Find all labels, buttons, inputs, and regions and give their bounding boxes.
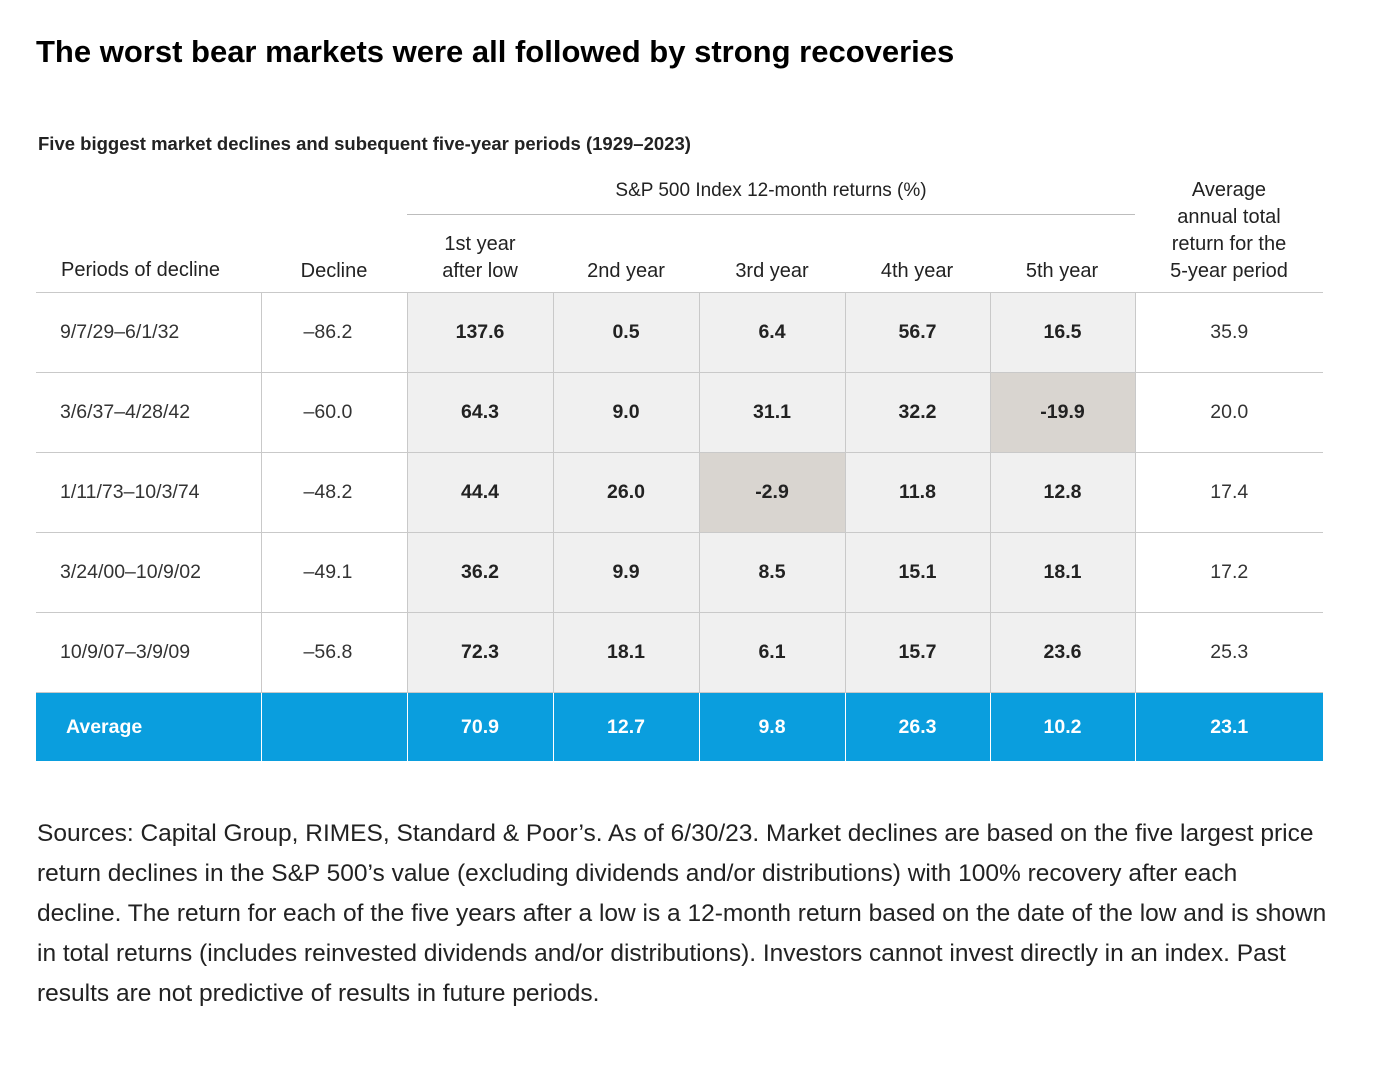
avg-annual-cell: 25.3 <box>1134 612 1323 693</box>
average-year3-cell: 9.8 <box>698 692 846 761</box>
year5-negative-return-cell: -19.9 <box>989 372 1136 453</box>
period-cell: 9/7/29–6/1/32 <box>36 292 262 373</box>
year1-return-cell: 44.4 <box>406 452 554 533</box>
col-header-year3: 3rd year <box>735 260 809 282</box>
year2-return-cell: 9.0 <box>552 372 700 453</box>
span-header-rule <box>407 214 1135 215</box>
table-subtitle: Five biggest market declines and subeque… <box>38 133 691 154</box>
year2-return-cell: 26.0 <box>552 452 700 533</box>
year4-return-cell: 11.8 <box>844 452 991 533</box>
year4-return-cell: 15.7 <box>844 612 991 693</box>
average-year1-cell: 70.9 <box>406 692 554 761</box>
average-decline-empty-cell <box>261 692 408 761</box>
sources-footnote: Sources: Capital Group, RIMES, Standard … <box>37 820 1327 1007</box>
table-row: 3/6/37–4/28/42 –60.0 64.3 9.0 31.1 32.2 … <box>36 372 1323 453</box>
avg-annual-cell: 17.2 <box>1134 532 1323 613</box>
average-year5-cell: 10.2 <box>989 692 1136 761</box>
col-header-decline: Decline <box>300 260 368 282</box>
col-header-year4: 4th year <box>880 260 954 282</box>
year2-return-cell: 9.9 <box>552 532 700 613</box>
year3-return-cell: 6.4 <box>698 292 846 373</box>
year4-return-cell: 32.2 <box>844 372 991 453</box>
period-cell: 3/6/37–4/28/42 <box>36 372 262 453</box>
average-year4-cell: 26.3 <box>844 692 991 761</box>
period-cell: 10/9/07–3/9/09 <box>36 612 262 693</box>
average-year2-cell: 12.7 <box>552 692 700 761</box>
year3-return-cell: 8.5 <box>698 532 846 613</box>
year1-return-cell: 64.3 <box>406 372 554 453</box>
col-header-avg-annual: Average annual total return for the 5-ye… <box>1170 179 1288 282</box>
year3-return-cell: 31.1 <box>698 372 846 453</box>
avg-annual-cell: 20.0 <box>1134 372 1323 453</box>
year1-return-cell: 137.6 <box>406 292 554 373</box>
average-label: Average <box>36 692 262 761</box>
period-cell: 1/11/73–10/3/74 <box>36 452 262 533</box>
year4-return-cell: 56.7 <box>844 292 991 373</box>
average-row: Average 70.9 12.7 9.8 26.3 10.2 23.1 <box>36 692 1323 761</box>
col-header-period: Periods of decline <box>61 259 220 281</box>
col-header-year2: 2nd year <box>587 260 665 282</box>
returns-span-header: S&P 500 Index 12-month returns (%) <box>615 180 927 201</box>
table-row: 9/7/29–6/1/32 –86.2 137.6 0.5 6.4 56.7 1… <box>36 292 1323 373</box>
year1-return-cell: 36.2 <box>406 532 554 613</box>
decline-cell: –49.1 <box>260 532 408 613</box>
col-header-year5: 5th year <box>1025 260 1099 282</box>
year5-return-cell: 18.1 <box>989 532 1136 613</box>
average-annual-cell: 23.1 <box>1134 692 1323 761</box>
year5-return-cell: 12.8 <box>989 452 1136 533</box>
year3-negative-return-cell: -2.9 <box>698 452 846 533</box>
page-title: The worst bear markets were all followed… <box>36 34 955 69</box>
decline-cell: –60.0 <box>260 372 408 453</box>
year5-return-cell: 23.6 <box>989 612 1136 693</box>
avg-annual-cell: 35.9 <box>1134 292 1323 373</box>
table-row: 1/11/73–10/3/74 –48.2 44.4 26.0 -2.9 11.… <box>36 452 1323 533</box>
year2-return-cell: 0.5 <box>552 292 700 373</box>
year5-return-cell: 16.5 <box>989 292 1136 373</box>
year4-return-cell: 15.1 <box>844 532 991 613</box>
decline-cell: –86.2 <box>260 292 408 373</box>
table-row: 10/9/07–3/9/09 –56.8 72.3 18.1 6.1 15.7 … <box>36 612 1323 693</box>
table-row: 3/24/00–10/9/02 –49.1 36.2 9.9 8.5 15.1 … <box>36 532 1323 613</box>
col-header-year1: 1st year after low <box>442 233 518 282</box>
returns-table: 9/7/29–6/1/32 –86.2 137.6 0.5 6.4 56.7 1… <box>36 292 1323 761</box>
year3-return-cell: 6.1 <box>698 612 846 693</box>
year1-return-cell: 72.3 <box>406 612 554 693</box>
period-cell: 3/24/00–10/9/02 <box>36 532 262 613</box>
year2-return-cell: 18.1 <box>552 612 700 693</box>
avg-annual-cell: 17.4 <box>1134 452 1323 533</box>
decline-cell: –48.2 <box>260 452 408 533</box>
decline-cell: –56.8 <box>260 612 408 693</box>
